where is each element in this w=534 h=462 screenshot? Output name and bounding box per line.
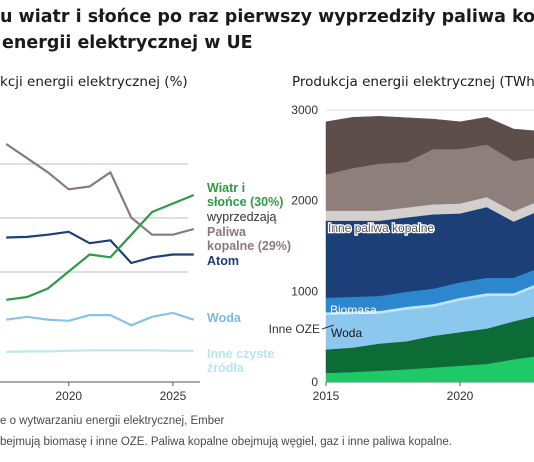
label-biomass: Biomasa: [330, 303, 377, 317]
left-series-line-hydro: [6, 311, 195, 327]
title-line-1: u wiatr i słońce po raz pierwszy wyprzed…: [0, 7, 534, 27]
label-other-clean-line2: źródła: [207, 361, 245, 375]
right-y-tick-label: 0: [311, 375, 318, 389]
title-line-2: energii elektrycznej w UE: [2, 33, 253, 53]
right-area-chart: 0 1000 2000 3000 2015 2020 Inne paliwa kopalne…: [269, 103, 534, 403]
label-nuclear: Atom: [207, 254, 239, 268]
label-other-re-leader: [321, 324, 335, 330]
chart-title: u wiatr i słońce po raz pierwszy wyprzed…: [0, 4, 534, 56]
left-series-line-nuclear: [6, 230, 194, 265]
left-series-line-wind-solar: [6, 193, 195, 301]
label-wind-solar-line2: słońce (30%): [207, 195, 283, 209]
label-other-re: Inne OZE: [269, 322, 320, 336]
label-other-clean-line1: Inne czyste: [207, 347, 274, 361]
source-note: e o wytwarzaniu energii elektrycznej, Em…: [0, 415, 225, 427]
label-overtake: wyprzedzają: [206, 210, 277, 224]
label-hydro-area: Woda: [331, 326, 362, 340]
right-x-tick-label: 2020: [447, 389, 474, 403]
right-x-tick-label: 2015: [313, 389, 340, 403]
left-series-line-other-clean: [6, 349, 194, 354]
left-x-tick-label: 2020: [55, 389, 82, 403]
area-layer-coal: [325, 116, 534, 175]
left-x-tick-label: 2025: [160, 389, 187, 403]
right-y-tick-label: 1000: [291, 284, 318, 298]
label-other-fossil: Inne paliwa kopalne: [328, 221, 434, 235]
left-series-line-fossil: [5, 143, 195, 236]
right-y-tick-label: 3000: [291, 103, 318, 117]
right-y-tick-label: 2000: [291, 194, 318, 208]
left-chart-subtitle: kcji energii elektrycznej (%): [0, 74, 188, 90]
label-fossil-line1: Paliwa: [207, 225, 247, 239]
right-chart-subtitle: Produkcja energii elektrycznej (TWh: [292, 74, 534, 90]
label-hydro: Woda: [207, 311, 242, 325]
definitions-note: bejmują biomasę i inne OZE. Paliwa kopal…: [0, 436, 452, 448]
label-fossil-line2: kopalne (29%): [207, 239, 291, 253]
label-wind-solar-line1: Wiatr i: [207, 181, 245, 195]
